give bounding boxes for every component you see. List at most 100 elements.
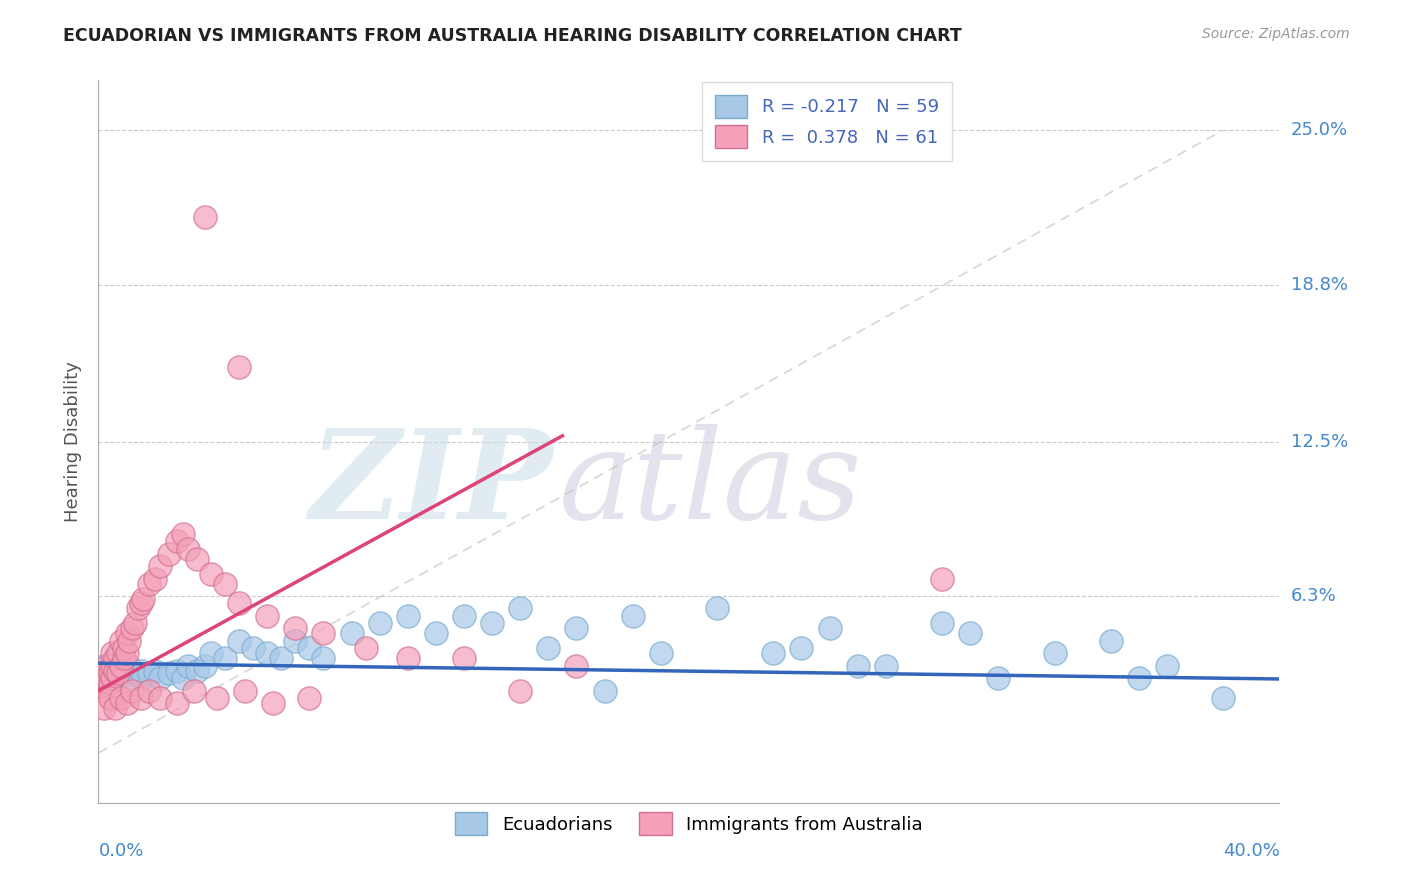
Point	[1099, 633, 1122, 648]
Point	[368, 616, 391, 631]
Point	[565, 658, 588, 673]
Point	[270, 651, 292, 665]
Point	[112, 651, 135, 665]
Point	[186, 664, 208, 678]
Point	[228, 633, 250, 648]
Point	[228, 597, 250, 611]
Text: 0.0%: 0.0%	[98, 842, 143, 860]
Point	[312, 651, 335, 665]
Point	[149, 671, 172, 685]
Point	[121, 683, 143, 698]
Text: atlas: atlas	[560, 424, 862, 546]
Point	[298, 641, 321, 656]
Point	[172, 526, 194, 541]
Point	[172, 671, 194, 685]
Point	[931, 616, 953, 631]
Text: ECUADORIAN VS IMMIGRANTS FROM AUSTRALIA HEARING DISABILITY CORRELATION CHART: ECUADORIAN VS IMMIGRANTS FROM AUSTRALIA …	[63, 27, 962, 45]
Point	[157, 547, 180, 561]
Point	[194, 658, 217, 673]
Point	[166, 696, 188, 710]
Point	[354, 641, 377, 656]
Point	[115, 696, 138, 710]
Point	[90, 676, 112, 690]
Point	[621, 609, 644, 624]
Text: ZIP: ZIP	[309, 424, 553, 546]
Text: 18.8%: 18.8%	[1291, 276, 1347, 293]
Legend: Ecuadorians, Immigrants from Australia: Ecuadorians, Immigrants from Australia	[443, 799, 935, 848]
Point	[98, 691, 121, 706]
Point	[593, 683, 616, 698]
Text: 25.0%: 25.0%	[1291, 121, 1348, 139]
Point	[183, 683, 205, 698]
Point	[166, 664, 188, 678]
Point	[104, 664, 127, 678]
Text: 40.0%: 40.0%	[1223, 842, 1279, 860]
Point	[481, 616, 503, 631]
Point	[1043, 646, 1066, 660]
Point	[138, 576, 160, 591]
Point	[166, 534, 188, 549]
Point	[256, 646, 278, 660]
Point	[93, 683, 115, 698]
Point	[112, 666, 135, 681]
Point	[284, 621, 307, 635]
Point	[132, 671, 155, 685]
Text: 6.3%: 6.3%	[1291, 587, 1336, 605]
Point	[101, 646, 124, 660]
Point	[186, 551, 208, 566]
Point	[107, 671, 129, 685]
Point	[93, 701, 115, 715]
Point	[101, 658, 124, 673]
Point	[200, 646, 222, 660]
Point	[194, 211, 217, 225]
Point	[205, 691, 228, 706]
Point	[1156, 658, 1178, 673]
Point	[762, 646, 785, 660]
Point	[846, 658, 869, 673]
Point	[112, 641, 135, 656]
Point	[104, 701, 127, 715]
Point	[987, 671, 1010, 685]
Point	[129, 597, 152, 611]
Point	[110, 658, 132, 673]
Point	[138, 666, 160, 681]
Point	[115, 646, 138, 660]
Point	[959, 626, 981, 640]
Point	[118, 633, 141, 648]
Point	[340, 626, 363, 640]
Point	[101, 671, 124, 685]
Point	[143, 572, 166, 586]
Text: Source: ZipAtlas.com: Source: ZipAtlas.com	[1202, 27, 1350, 41]
Point	[650, 646, 672, 660]
Point	[1212, 691, 1234, 706]
Point	[200, 566, 222, 581]
Point	[396, 609, 419, 624]
Point	[228, 359, 250, 374]
Point	[107, 666, 129, 681]
Point	[143, 664, 166, 678]
Point	[790, 641, 813, 656]
Point	[931, 572, 953, 586]
Point	[298, 691, 321, 706]
Point	[115, 664, 138, 678]
Point	[706, 601, 728, 615]
Point	[149, 691, 172, 706]
Y-axis label: Hearing Disability: Hearing Disability	[63, 361, 82, 522]
Point	[425, 626, 447, 640]
Point	[96, 658, 118, 673]
Point	[537, 641, 560, 656]
Point	[93, 671, 115, 685]
Point	[1128, 671, 1150, 685]
Point	[138, 683, 160, 698]
Point	[110, 658, 132, 673]
Point	[107, 646, 129, 660]
Point	[214, 576, 236, 591]
Point	[132, 591, 155, 606]
Point	[124, 616, 146, 631]
Text: 12.5%: 12.5%	[1291, 433, 1348, 450]
Point	[98, 676, 121, 690]
Point	[284, 633, 307, 648]
Point	[121, 621, 143, 635]
Point	[101, 666, 124, 681]
Point	[104, 651, 127, 665]
